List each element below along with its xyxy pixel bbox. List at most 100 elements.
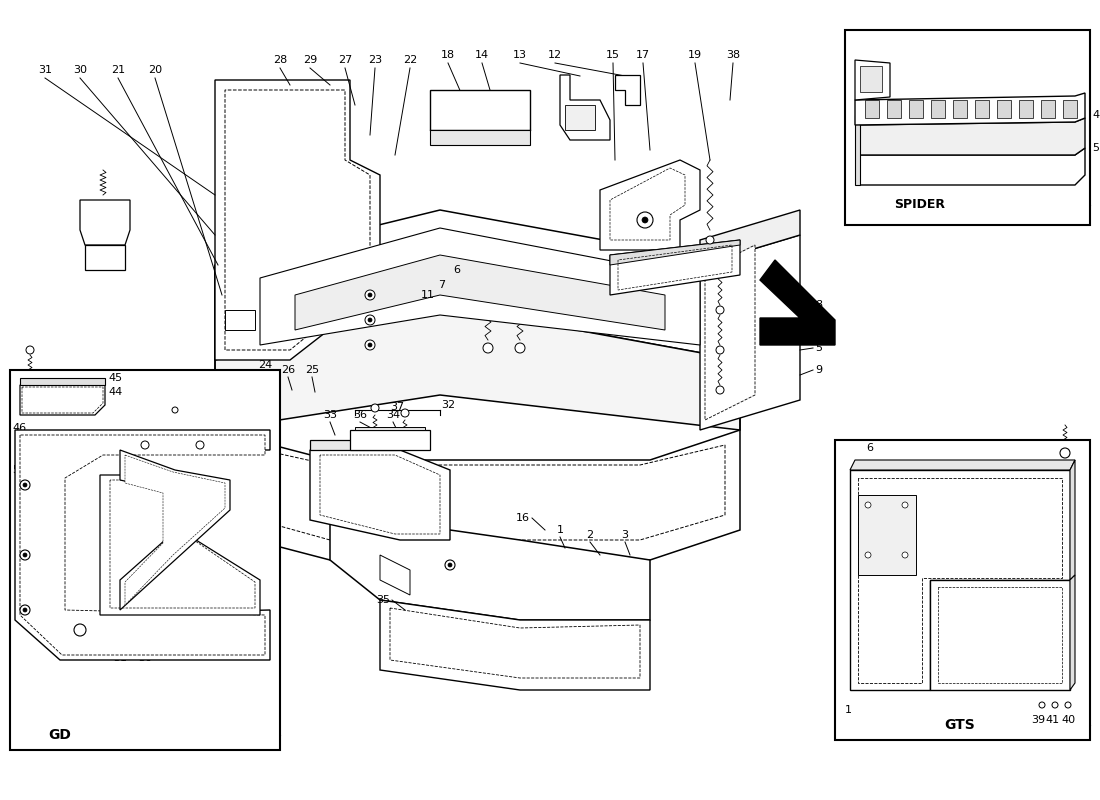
Text: 48: 48 (145, 438, 160, 448)
Polygon shape (240, 445, 725, 540)
Bar (997, 100, 1011, 118)
Text: 30: 30 (73, 65, 87, 75)
Polygon shape (1070, 460, 1075, 580)
Circle shape (716, 306, 724, 314)
Circle shape (1065, 702, 1071, 708)
Polygon shape (120, 450, 230, 610)
Bar (835, 440, 1090, 740)
Text: 26: 26 (280, 365, 295, 375)
Bar (953, 100, 967, 118)
Polygon shape (850, 470, 1070, 690)
Circle shape (365, 290, 375, 300)
Polygon shape (860, 118, 1085, 155)
Polygon shape (610, 168, 685, 240)
Polygon shape (15, 430, 270, 660)
Polygon shape (930, 580, 1070, 690)
Circle shape (402, 409, 409, 417)
Circle shape (20, 605, 30, 615)
Text: 36: 36 (353, 410, 367, 420)
Text: 6: 6 (453, 265, 460, 275)
Text: 41: 41 (1046, 715, 1060, 725)
Bar (860, 66, 882, 92)
Text: 17: 17 (636, 50, 650, 60)
Circle shape (20, 480, 30, 490)
Text: 49: 49 (14, 560, 29, 570)
Text: 19: 19 (688, 50, 702, 60)
Circle shape (446, 560, 455, 570)
Text: 9: 9 (815, 365, 822, 375)
Text: 4: 4 (1092, 110, 1099, 120)
Text: 47: 47 (123, 438, 138, 448)
Polygon shape (355, 427, 425, 430)
Text: 51: 51 (113, 653, 127, 663)
Polygon shape (560, 75, 610, 140)
Text: GD: GD (48, 728, 72, 742)
Text: 2: 2 (586, 530, 594, 540)
Text: 27: 27 (338, 55, 352, 65)
Text: eurospares: eurospares (97, 371, 343, 409)
Text: 3: 3 (621, 530, 628, 540)
Text: 44: 44 (108, 387, 122, 397)
Circle shape (448, 563, 452, 567)
Text: 10: 10 (815, 320, 829, 330)
Bar (909, 100, 923, 118)
Polygon shape (938, 587, 1062, 683)
Circle shape (368, 343, 372, 347)
Circle shape (902, 502, 908, 508)
Text: 40: 40 (1060, 715, 1075, 725)
Text: 5: 5 (1092, 143, 1099, 153)
Polygon shape (855, 115, 860, 185)
Circle shape (368, 318, 372, 322)
Text: 32: 32 (441, 400, 455, 410)
Circle shape (642, 217, 648, 223)
Text: 53: 53 (201, 438, 214, 448)
Polygon shape (330, 460, 650, 620)
Circle shape (365, 315, 375, 325)
Polygon shape (700, 235, 800, 430)
Text: 54: 54 (178, 438, 192, 448)
Circle shape (365, 340, 375, 350)
Circle shape (23, 608, 28, 612)
Polygon shape (860, 148, 1085, 185)
Text: 45: 45 (108, 373, 122, 383)
Polygon shape (615, 75, 640, 105)
Polygon shape (226, 90, 370, 350)
Text: SPIDER: SPIDER (894, 198, 946, 211)
Text: 11: 11 (421, 290, 434, 300)
Bar (565, 105, 595, 130)
Text: 18: 18 (441, 50, 455, 60)
Bar (845, 30, 1090, 225)
Polygon shape (214, 210, 740, 360)
Polygon shape (430, 130, 530, 145)
Polygon shape (295, 255, 666, 330)
Circle shape (865, 502, 871, 508)
Circle shape (368, 293, 372, 297)
Polygon shape (705, 245, 755, 420)
Text: 16: 16 (516, 513, 530, 523)
Polygon shape (80, 200, 130, 245)
Bar (887, 100, 901, 118)
Bar (10, 370, 280, 750)
Polygon shape (85, 245, 125, 270)
Circle shape (141, 441, 149, 449)
Polygon shape (125, 455, 226, 605)
Polygon shape (214, 305, 740, 430)
Polygon shape (379, 600, 650, 690)
Polygon shape (20, 435, 265, 655)
Polygon shape (850, 460, 1075, 470)
Text: 46: 46 (12, 423, 26, 433)
Text: 22: 22 (403, 55, 417, 65)
Text: 24: 24 (257, 360, 272, 370)
Text: 25: 25 (305, 365, 319, 375)
Polygon shape (226, 310, 255, 330)
Text: 33: 33 (323, 410, 337, 420)
Polygon shape (214, 80, 380, 360)
Text: 15: 15 (606, 50, 620, 60)
Polygon shape (100, 475, 260, 615)
Text: 29: 29 (302, 55, 317, 65)
Text: 31: 31 (39, 65, 52, 75)
Polygon shape (390, 608, 640, 678)
Polygon shape (379, 555, 410, 595)
Text: 1: 1 (845, 705, 853, 715)
Circle shape (902, 552, 908, 558)
